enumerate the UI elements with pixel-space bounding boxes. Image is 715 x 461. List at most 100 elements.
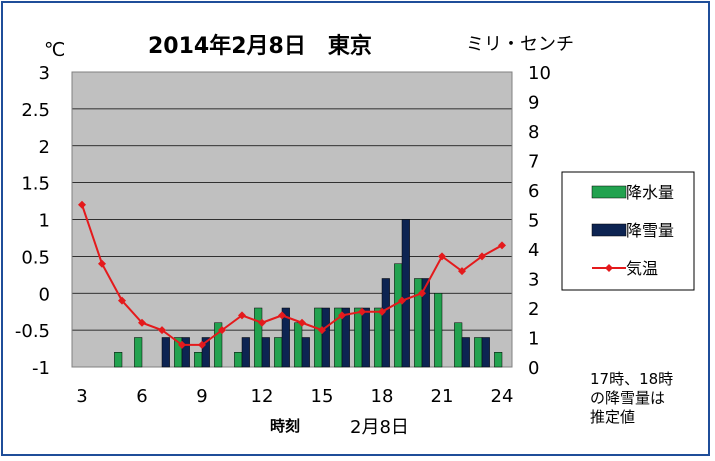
- right-tick-label: 7: [528, 152, 539, 173]
- left-axis-unit: ℃: [44, 39, 65, 61]
- temperature-point: [118, 296, 126, 305]
- x-tick-label: 3: [76, 386, 87, 407]
- x-tick-label: 15: [311, 386, 334, 407]
- bar-降雪量: [461, 337, 470, 368]
- x-tick-label: 24: [491, 386, 514, 407]
- right-tick-label: 1: [528, 329, 539, 350]
- bar-降水量: [194, 352, 203, 368]
- bar-降雪量: [281, 307, 290, 368]
- legend-marker: [605, 264, 613, 272]
- left-tick-label: 3: [39, 63, 50, 84]
- temperature-point: [398, 296, 406, 305]
- right-axis-unit: ミリ・センチ: [466, 34, 574, 55]
- left-tick-label: 0: [39, 284, 50, 305]
- x-tick-label: 21: [431, 386, 454, 407]
- legend-box: [561, 171, 695, 291]
- left-tick-label: 1: [39, 211, 50, 232]
- right-tick-label: 2: [528, 299, 539, 320]
- chart-title: 2014年2月8日 東京: [148, 33, 372, 59]
- legend-label: 気温: [626, 259, 658, 278]
- temperature-point: [178, 340, 186, 349]
- x-tick-label: 9: [196, 386, 207, 407]
- bar-降水量: [314, 307, 323, 368]
- temperature-point: [238, 311, 246, 320]
- temperature-point: [298, 318, 306, 327]
- note-line: 推定値: [590, 408, 636, 426]
- x-axis-sublabel: 2月8日: [350, 417, 409, 438]
- temperature-point: [338, 311, 346, 320]
- bar-降雪量: [401, 219, 410, 368]
- bar-降水量: [354, 307, 363, 368]
- temperature-point: [218, 326, 226, 335]
- temperature-point: [318, 326, 326, 335]
- bar-降水量: [294, 322, 303, 368]
- bar-降水量: [254, 307, 263, 368]
- legend-swatch: [591, 185, 627, 199]
- bar-降水量: [214, 322, 223, 368]
- left-tick-label: 2: [39, 137, 50, 158]
- right-tick-label: 9: [528, 93, 539, 114]
- right-tick-label: 4: [528, 240, 539, 261]
- temperature-point: [478, 252, 486, 261]
- bar-降水量: [114, 352, 123, 368]
- temperature-point: [98, 259, 106, 268]
- bar-降水量: [134, 337, 143, 368]
- bar-降水量: [394, 263, 403, 368]
- right-tick-label: 6: [528, 181, 539, 202]
- right-tick-label: 10: [528, 63, 551, 84]
- temperature-point: [198, 340, 206, 349]
- temperature-point: [138, 318, 146, 327]
- left-tick-label: -1: [32, 358, 50, 379]
- right-tick-label: 0: [528, 358, 539, 379]
- bar-降水量: [454, 322, 463, 368]
- bar-降雪量: [181, 337, 190, 368]
- left-tick-label: 0.5: [21, 247, 50, 268]
- bar-降雪量: [361, 307, 370, 368]
- note-line: の降雪量は: [590, 389, 666, 407]
- legend-label: 降雪量: [626, 221, 674, 240]
- bar-降水量: [374, 307, 383, 368]
- x-tick-label: 12: [251, 386, 274, 407]
- bar-降水量: [494, 352, 503, 368]
- bar-降雪量: [321, 307, 330, 368]
- estimate-note: 17時、18時 の降雪量は 推定値: [590, 370, 700, 427]
- bar-降雪量: [241, 337, 250, 368]
- bar-降水量: [434, 293, 443, 368]
- x-tick-label: 18: [371, 386, 394, 407]
- bar-降水量: [474, 337, 483, 368]
- right-tick-label: 8: [528, 122, 539, 143]
- bar-降雪量: [421, 278, 430, 368]
- temperature-point: [498, 241, 506, 250]
- temperature-line: [81, 204, 503, 346]
- bar-降雪量: [481, 337, 490, 368]
- temperature-point: [358, 307, 366, 316]
- bar-降水量: [234, 352, 243, 368]
- bar-降雪量: [161, 337, 170, 368]
- temperature-point: [158, 326, 166, 335]
- legend-label: 降水量: [626, 183, 674, 202]
- bar-降雪量: [261, 337, 270, 368]
- legend-swatch: [591, 223, 627, 237]
- left-tick-label: 1.5: [21, 174, 50, 195]
- x-tick-label: 6: [136, 386, 147, 407]
- right-tick-label: 5: [528, 211, 539, 232]
- bar-降雪量: [301, 337, 310, 368]
- bar-降雪量: [341, 307, 350, 368]
- note-line: 17時、18時: [590, 370, 674, 388]
- bar-降雪量: [201, 337, 210, 368]
- bar-降水量: [274, 337, 283, 368]
- right-tick-label: 3: [528, 270, 539, 291]
- temperature-point: [438, 252, 446, 261]
- plot-border: [71, 71, 513, 368]
- temperature-point: [278, 311, 286, 320]
- left-tick-label: -0.5: [15, 321, 50, 342]
- bar-降雪量: [381, 278, 390, 368]
- x-axis-label: 時刻: [270, 417, 300, 435]
- temperature-point: [378, 307, 386, 316]
- temperature-point: [418, 289, 426, 298]
- temperature-point: [258, 318, 266, 327]
- temperature-point: [78, 200, 86, 209]
- left-tick-label: 2.5: [21, 100, 50, 121]
- temperature-point: [458, 267, 466, 276]
